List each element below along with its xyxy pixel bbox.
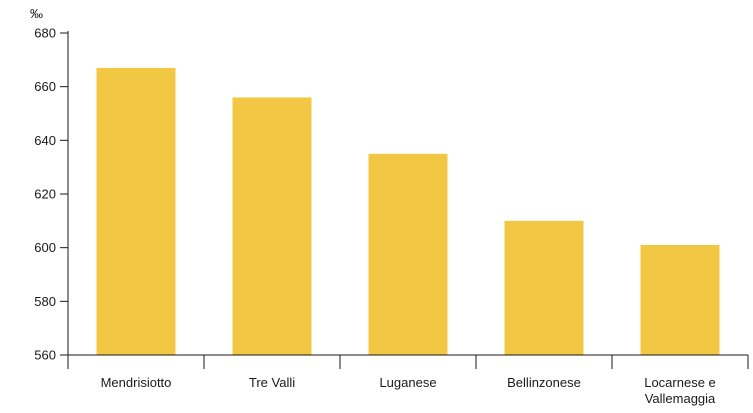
x-category-label: Locarnese e Vallemaggia: [644, 375, 716, 406]
x-category-label: Bellinzonese: [507, 375, 581, 390]
y-tick-label: 580: [34, 294, 56, 309]
y-tick-label: 660: [34, 79, 56, 94]
bars-group: [96, 67, 720, 356]
bar-tre-valli: [232, 97, 312, 356]
y-axis: 560 580 600 620 640 660 680: [34, 26, 69, 363]
y-tick-label: 680: [34, 26, 56, 41]
bar-luganese: [368, 153, 448, 356]
y-tick-label: 600: [34, 240, 56, 255]
x-category-label: Luganese: [379, 375, 436, 390]
x-axis: Mendrisiotto Tre Valli Luganese Bellinzones…: [60, 354, 749, 406]
y-tick-label: 640: [34, 133, 56, 148]
y-tick-label: 560: [34, 348, 56, 363]
bar-bellinzonese: [504, 220, 584, 355]
x-category-label: Tre Valli: [249, 375, 295, 390]
y-tick-label: 620: [34, 187, 56, 202]
y-unit-label: ‰: [30, 6, 43, 21]
x-category-label: Mendrisiotto: [101, 375, 172, 390]
bar-locarnese-e-vallemaggia: [640, 245, 720, 355]
bar-mendrisiotto: [96, 67, 176, 356]
